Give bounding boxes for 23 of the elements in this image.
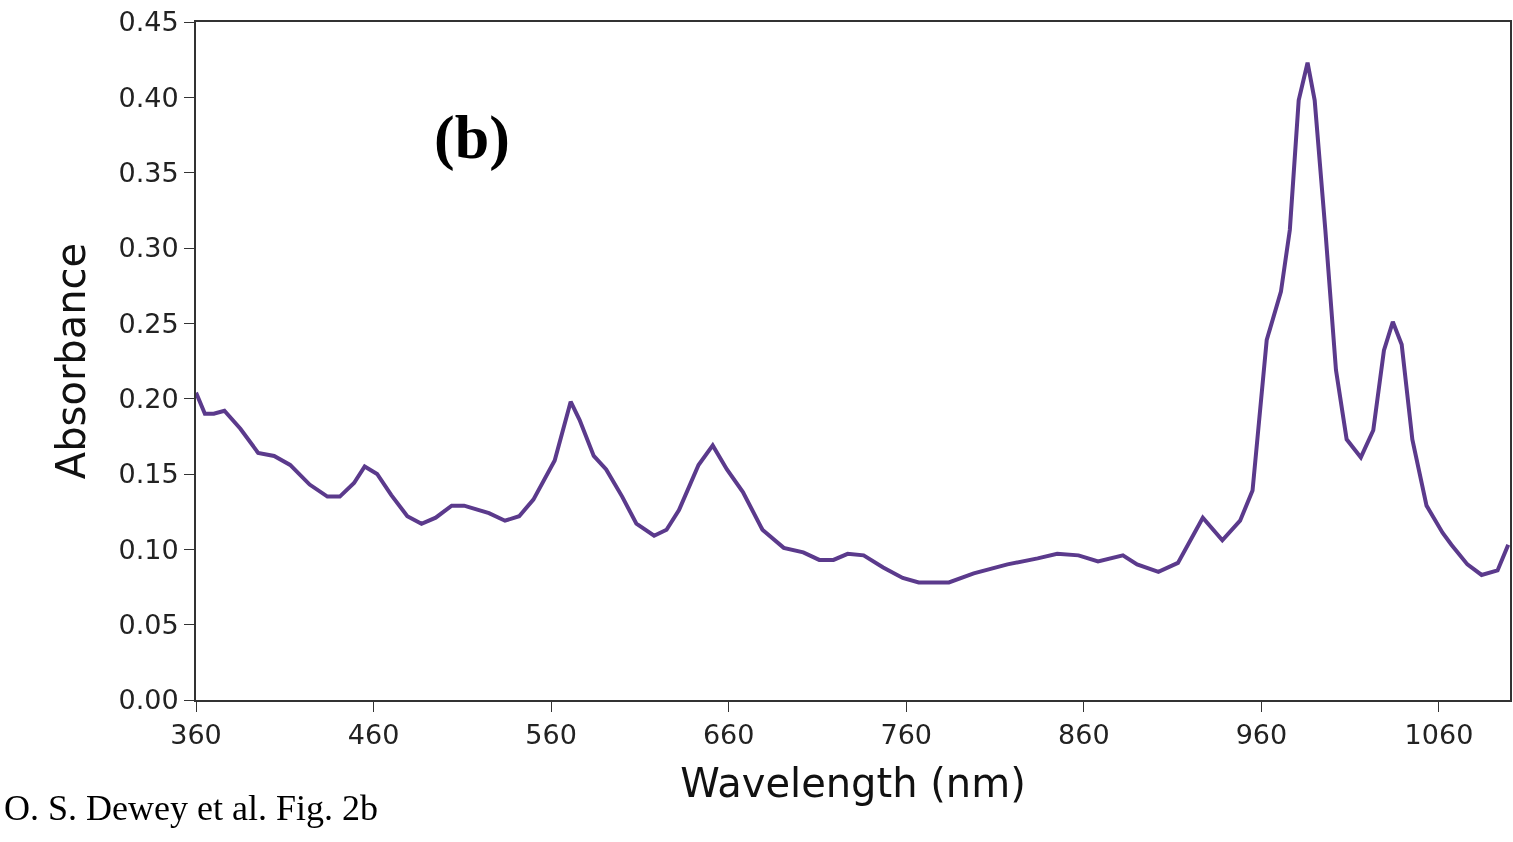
x-tick-label: 460 bbox=[347, 719, 400, 751]
y-tick-label: 0.05 bbox=[118, 609, 179, 641]
y-tick-label: 0.10 bbox=[118, 533, 179, 565]
y-tick-label: 0.00 bbox=[118, 684, 179, 716]
y-tick-label: 0.25 bbox=[118, 307, 179, 339]
x-tick-label: 960 bbox=[1235, 719, 1288, 751]
x-tick-label: 360 bbox=[170, 719, 222, 751]
x-tick-label: 1060 bbox=[1404, 719, 1474, 751]
x-tick-label: 760 bbox=[880, 719, 933, 751]
y-tick-label: 0.30 bbox=[118, 232, 179, 264]
x-axis-title: Wavelength (nm) bbox=[680, 760, 1026, 807]
y-axis-title: Absorbance bbox=[48, 242, 95, 480]
x-tick-label: 860 bbox=[1058, 719, 1110, 751]
y-tick-label: 0.35 bbox=[118, 157, 179, 189]
y-tick-label: 0.45 bbox=[118, 6, 179, 38]
annotation: (b) bbox=[434, 103, 510, 172]
y-tick-label: 0.15 bbox=[118, 458, 179, 490]
x-tick-label: 660 bbox=[702, 719, 755, 751]
text: O. S. Dewey et al. Fig. 2b bbox=[4, 788, 378, 828]
y-tick-label: 0.20 bbox=[118, 383, 179, 415]
y-tick-label: 0.40 bbox=[118, 81, 179, 113]
line-series bbox=[196, 60, 1510, 585]
x-tick-label: 560 bbox=[525, 719, 577, 751]
